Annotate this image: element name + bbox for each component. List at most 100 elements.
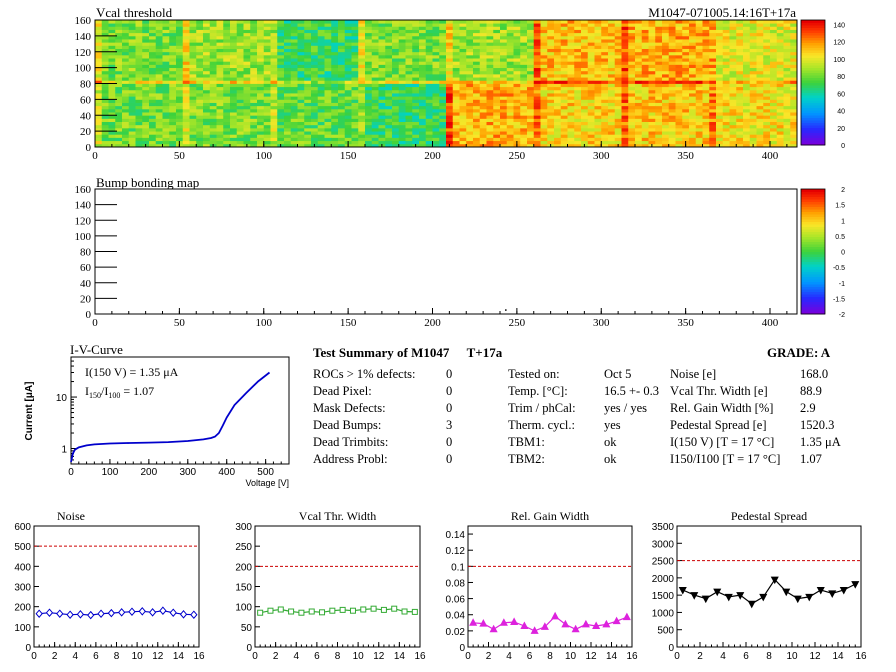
heatmap-cell: [128, 121, 136, 126]
heatmap-cell: [398, 39, 406, 43]
heatmap-cell: [675, 54, 683, 59]
palette-tick-label: 0: [841, 143, 845, 150]
heatmap-cell: [223, 32, 231, 37]
heatmap-cell: [601, 83, 609, 88]
heatmap-cell: [189, 83, 197, 88]
heatmap-cell: [270, 80, 278, 84]
heatmap-cell: [270, 102, 278, 107]
palette-swatch: [801, 115, 825, 118]
heatmap-cell: [695, 105, 703, 110]
heatmap-cell: [749, 96, 757, 100]
heatmap-cell: [567, 48, 575, 53]
heatmap-cell: [101, 32, 109, 37]
heatmap-cell: [520, 108, 528, 113]
heatmap-cell: [547, 67, 555, 72]
heatmap-cell: [230, 105, 238, 110]
heatmap-cell: [344, 51, 352, 56]
heatmap-cell: [574, 73, 582, 78]
data-point: [76, 610, 85, 619]
heatmap-cell: [668, 108, 676, 113]
heatmap-cell: [284, 102, 292, 107]
heatmap-cell: [513, 121, 521, 126]
summary-label: TBM2:: [508, 452, 545, 466]
heatmap-cell: [216, 70, 224, 75]
heatmap-cell: [500, 115, 508, 119]
heatmap-cell: [223, 58, 231, 62]
heatmap-cell: [338, 143, 346, 148]
heatmap-cell: [493, 99, 501, 103]
heatmap-cell: [236, 35, 244, 40]
y-tick-label: 0.14: [446, 530, 466, 541]
heatmap-cell: [689, 134, 697, 138]
heatmap-cell: [439, 48, 447, 53]
heatmap-cell: [297, 70, 305, 75]
heatmap-cell: [236, 99, 244, 103]
heatmap-cell: [783, 23, 791, 27]
heatmap-cell: [709, 26, 717, 30]
data-point: [622, 612, 631, 621]
heatmap-cell: [257, 108, 265, 113]
heatmap-cell: [122, 42, 130, 46]
heatmap-cell: [311, 89, 319, 94]
heatmap-cell: [101, 140, 109, 145]
heatmap-cell: [439, 23, 447, 27]
heatmap-cell: [560, 121, 568, 126]
heatmap-cell: [378, 108, 386, 113]
heatmap-cell: [601, 112, 609, 116]
heatmap-cell: [567, 67, 575, 72]
heatmap-cell: [574, 131, 582, 135]
heatmap-cell: [648, 137, 656, 142]
heatmap-cell: [135, 121, 143, 126]
heatmap-cell: [587, 83, 595, 88]
x-tick-label: 2: [273, 651, 279, 662]
heatmap-cell: [621, 108, 629, 113]
heatmap-cell: [365, 70, 373, 75]
palette-swatch: [801, 125, 825, 128]
heatmap-cell: [290, 77, 298, 81]
heatmap-cell: [196, 20, 204, 24]
heatmap-cell: [250, 89, 258, 94]
heatmap-cell: [567, 131, 575, 135]
heatmap-cell: [412, 131, 420, 135]
heatmap-cell: [203, 137, 211, 142]
heatmap-cell: [520, 54, 528, 59]
heatmap-cell: [128, 61, 136, 65]
heatmap-cell: [108, 140, 116, 145]
heatmap-cell: [270, 42, 278, 46]
heatmap-cell: [466, 121, 474, 126]
heatmap-cell: [432, 48, 440, 53]
heatmap-cell: [135, 29, 143, 34]
heatmap-cell: [533, 131, 541, 135]
heatmap-cell: [682, 77, 690, 81]
heatmap-cell: [331, 39, 339, 43]
heatmap-cell: [108, 96, 116, 100]
heatmap-cell: [520, 105, 528, 110]
heatmap-cell: [297, 131, 305, 135]
heatmap-cell: [209, 131, 217, 135]
heatmap-cell: [648, 131, 656, 135]
heatmap-cell: [385, 89, 393, 94]
heatmap-cell: [479, 127, 487, 132]
heatmap-cell: [284, 51, 292, 56]
x-tick-label: 12: [373, 651, 385, 662]
heatmap-cell: [432, 137, 440, 142]
heatmap-cell: [695, 39, 703, 43]
heatmap-cell: [790, 67, 798, 72]
heatmap-cell: [675, 58, 683, 62]
heatmap-cell: [432, 54, 440, 59]
heatmap-cell: [479, 54, 487, 59]
heatmap-cell: [101, 58, 109, 62]
heatmap-cell: [594, 83, 602, 88]
heatmap-cell: [736, 134, 744, 138]
heatmap-cell: [149, 58, 157, 62]
heatmap-cell: [331, 32, 339, 37]
heatmap-cell: [392, 77, 400, 81]
heatmap-cell: [736, 80, 744, 84]
heatmap-cell: [770, 80, 778, 84]
heatmap-cell: [520, 61, 528, 65]
heatmap-cell: [203, 83, 211, 88]
heatmap-cell: [473, 131, 481, 135]
heatmap-cell: [203, 45, 211, 49]
heatmap-cell: [419, 70, 427, 75]
heatmap-cell: [223, 67, 231, 72]
